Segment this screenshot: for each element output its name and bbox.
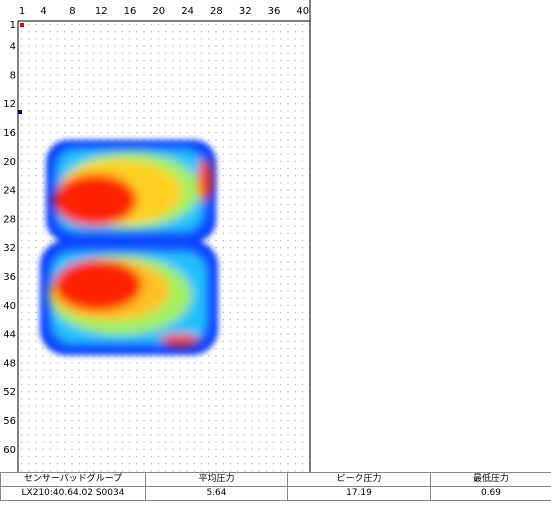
table-row: LX210:40.64.02 S0034 5.64 17.19 0.69 bbox=[0, 486, 551, 501]
header-cell: センサーパッドグループ bbox=[0, 472, 146, 487]
row-label: 48 bbox=[3, 358, 16, 369]
row-label: 60 bbox=[3, 445, 16, 456]
header-cell: 平均圧力 bbox=[145, 472, 288, 487]
cell: 17.19 bbox=[287, 486, 431, 501]
header-cell: 最低圧力 bbox=[430, 472, 551, 487]
pressure-map: 1 4 8 12 16 20 24 28 32 36 40148121620242832364044… bbox=[3, 0, 311, 472]
heatmap bbox=[18, 23, 218, 355]
column-label: 20 bbox=[152, 6, 165, 17]
row-label: 12 bbox=[3, 99, 16, 110]
row-label: 4 bbox=[10, 42, 16, 53]
column-label: 1 bbox=[19, 6, 25, 17]
row-label: 1 bbox=[10, 20, 16, 31]
row-label: 8 bbox=[10, 70, 16, 81]
table-header: センサーパッドグループ 平均圧力 ピーク圧力 最低圧力 bbox=[0, 472, 551, 487]
column-label: 32 bbox=[239, 6, 252, 17]
cell: LX210:40.64.02 S0034 bbox=[0, 486, 146, 501]
row-label: 36 bbox=[3, 272, 16, 283]
row-label: 16 bbox=[3, 128, 16, 139]
row-label: 44 bbox=[3, 330, 16, 341]
column-label: 24 bbox=[181, 6, 194, 17]
summary-table: センサーパッドグループ 平均圧力 ピーク圧力 最低圧力 LX210:40.64.… bbox=[0, 472, 551, 501]
column-label: 16 bbox=[124, 6, 137, 17]
row-label: 28 bbox=[3, 214, 16, 225]
column-label: 8 bbox=[69, 6, 75, 17]
row-label: 20 bbox=[3, 157, 16, 168]
row-label: 24 bbox=[3, 186, 16, 197]
column-label: 36 bbox=[268, 6, 281, 17]
column-label: 28 bbox=[210, 6, 223, 17]
cell: 0.69 bbox=[430, 486, 551, 501]
row-label: 52 bbox=[3, 387, 16, 398]
row-label: 40 bbox=[3, 301, 16, 312]
header-cell: ピーク圧力 bbox=[287, 472, 431, 487]
row-label: 32 bbox=[3, 243, 16, 254]
column-label: 4 bbox=[40, 6, 46, 17]
cell: 5.64 bbox=[145, 486, 288, 501]
column-label: 12 bbox=[95, 6, 108, 17]
row-label: 56 bbox=[3, 416, 16, 427]
column-label: 40 bbox=[296, 6, 309, 17]
